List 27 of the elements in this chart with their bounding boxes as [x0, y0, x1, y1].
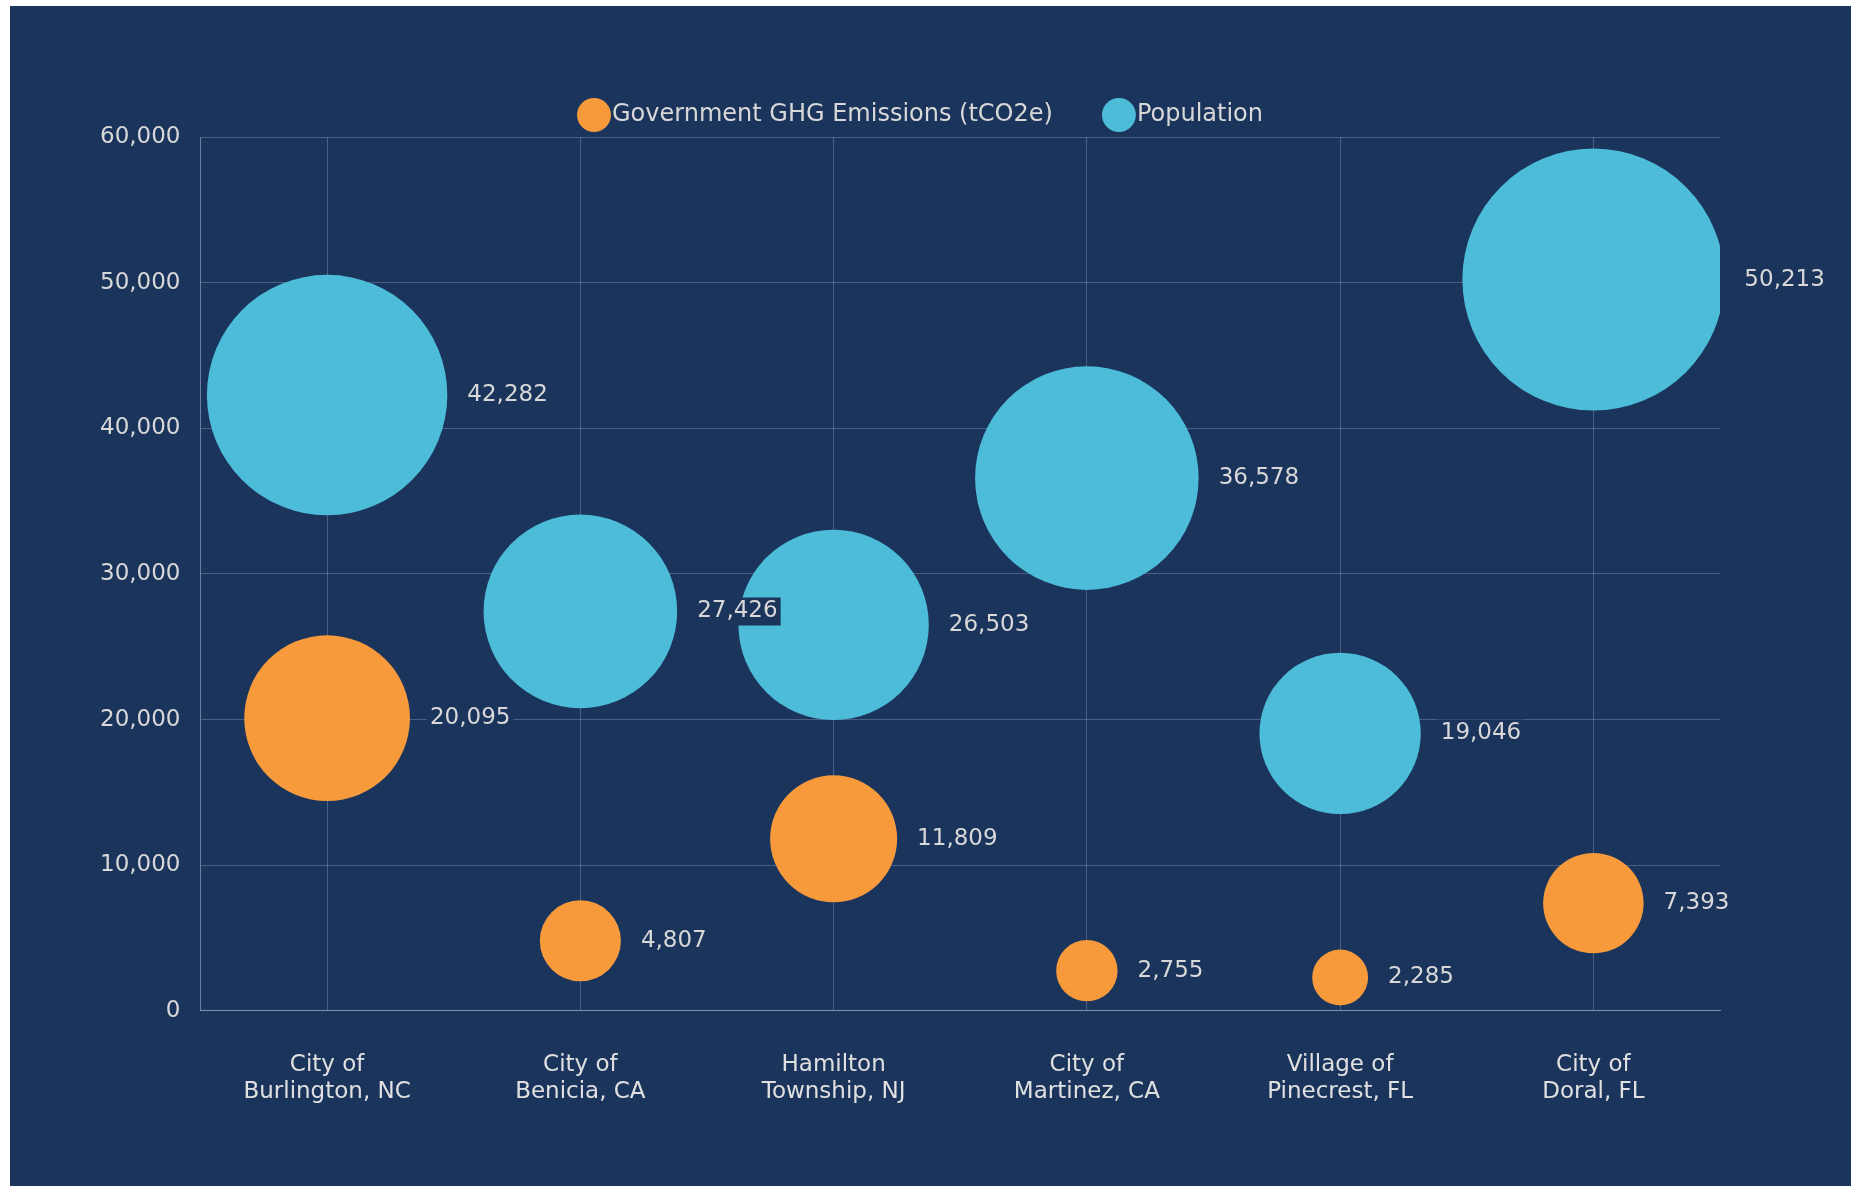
data-label: 11,809 [917, 823, 998, 850]
legend-label: Government GHG Emissions (tCO2e) [612, 99, 1053, 128]
data-label: 19,046 [1440, 718, 1522, 745]
y-tick-label: 60,000 [99, 121, 181, 148]
data-label: 50,213 [1744, 264, 1825, 291]
y-tick-label: 50,000 [99, 267, 181, 294]
data-label: 42,282 [467, 380, 548, 406]
data-label: 20,095 [429, 703, 511, 730]
y-tick-label: 10,000 [99, 850, 181, 877]
y-tick-label: 0 [165, 995, 181, 1022]
data-label: 2,285 [1388, 962, 1454, 989]
data-label: 36,578 [1218, 463, 1300, 490]
y-tick-label: 40,000 [99, 413, 181, 440]
data-label: 4,807 [640, 925, 707, 952]
data-label: 27,426 [697, 596, 778, 623]
x-tick-label: Village of Pinecrest, FL [1267, 1049, 1414, 1104]
x-tick-label: Hamilton Township, NJ [760, 1049, 906, 1104]
legend-label: Population [1136, 99, 1263, 128]
y-tick-label: 20,000 [99, 704, 181, 731]
x-tick-label: City of Martinez, CA [1013, 1049, 1161, 1104]
data-label: 26,503 [948, 609, 1030, 636]
x-tick-label: City of Burlington, NC [243, 1049, 411, 1104]
data-label: 2,755 [1137, 955, 1204, 982]
y-tick-label: 30,000 [99, 558, 181, 585]
x-tick-label: City of Benicia, CA [515, 1049, 646, 1104]
data-label: 7,393 [1663, 888, 1730, 915]
x-tick-label: City of Doral, FL [1542, 1049, 1645, 1104]
